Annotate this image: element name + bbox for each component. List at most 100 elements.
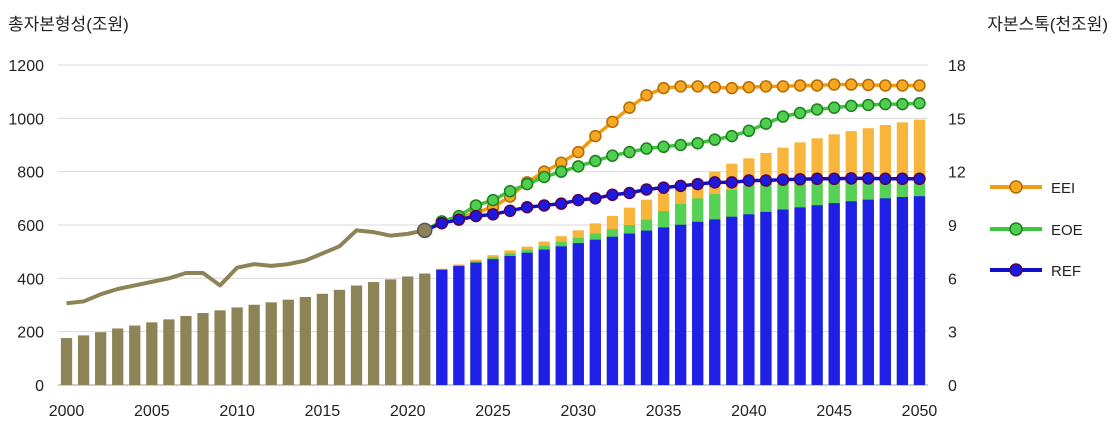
ref-stock-point — [589, 192, 602, 205]
eei-stock-point — [742, 80, 756, 94]
ref-bar — [811, 205, 823, 385]
ref-stock-point — [879, 172, 892, 186]
right-tick-label: 18 — [948, 58, 966, 75]
ref-bar — [453, 266, 465, 385]
eei-stock-point — [725, 81, 739, 95]
history-bar — [180, 315, 192, 385]
eoe-stock-point — [913, 96, 926, 110]
ref-stock-point — [725, 176, 739, 189]
ref-stock-point — [606, 188, 619, 202]
history-bar — [350, 285, 363, 385]
ref-stock-point — [742, 174, 756, 187]
history-bar — [95, 332, 107, 385]
lines-layer — [66, 78, 926, 306]
ref-bar — [913, 196, 926, 385]
eoe-stock-point — [810, 103, 824, 116]
left-tick-label: 400 — [17, 271, 44, 288]
ref-stock-point — [503, 204, 517, 218]
eoe-stock-point — [708, 133, 722, 146]
history-bar — [112, 328, 124, 385]
eoe-stock-point — [862, 98, 875, 112]
ref-stock-point — [708, 176, 722, 189]
ref-stock-point — [452, 213, 466, 226]
eei-stock-point — [657, 81, 670, 95]
eoe-stock-point — [623, 145, 636, 159]
ref-bar — [436, 269, 448, 385]
ref-bar — [606, 236, 619, 385]
ref-legend-label: REF — [1051, 263, 1081, 280]
history-bar — [248, 304, 260, 385]
right-axis-title: 자본스톡(천조원) — [987, 15, 1108, 34]
ref-stock-point — [691, 177, 704, 191]
left-tick-label: 1000 — [8, 111, 44, 128]
eei-stock-point — [623, 101, 636, 114]
eoe-stock-point — [879, 97, 892, 111]
history-bar — [231, 307, 243, 385]
ref-stock-point — [537, 199, 551, 212]
history-bar — [402, 276, 414, 385]
ref-bar — [726, 216, 738, 385]
eoe-stock-point — [691, 136, 704, 150]
history-capital-stock-line — [66, 228, 426, 306]
ref-bar — [555, 246, 567, 385]
eoe-stock-point — [520, 177, 534, 191]
eei-stock-point — [810, 79, 824, 92]
eoe-legend-marker — [1009, 222, 1023, 236]
ref-stock-point — [810, 172, 824, 186]
ref-stock-point — [640, 183, 653, 196]
ref-stock-point — [572, 193, 585, 207]
ref-bar — [896, 197, 909, 385]
history-bar — [265, 302, 277, 385]
eoe-stock-point — [674, 138, 687, 152]
ref-bar — [862, 199, 874, 385]
ref-bar — [470, 262, 482, 385]
ref-bar — [760, 211, 772, 385]
eoe-stock-line — [423, 101, 920, 232]
ref-stock-point — [623, 186, 636, 200]
eoe-stock-point — [827, 101, 841, 114]
eoe-stock-point — [896, 97, 909, 111]
eoe-legend-label: EOE — [1051, 222, 1083, 239]
history-bar — [367, 282, 380, 385]
history-bar — [282, 299, 294, 385]
history-bar — [163, 319, 175, 385]
eoe-stock-point — [537, 170, 551, 184]
history-bar — [316, 293, 329, 385]
ref-stock-point — [469, 209, 483, 223]
ref-bar — [743, 214, 755, 385]
axes-layer: 0 200 400 600 800 1000 1200 0 3 6 9 12 15 18 2000 2005 2… — [8, 58, 965, 420]
ref-bar — [538, 249, 550, 385]
ref-stock-point — [674, 179, 687, 193]
left-tick-label: 0 — [35, 378, 44, 395]
left-axis-title: 총자본형성(조원) — [8, 15, 129, 34]
history-bar — [299, 297, 311, 385]
eoe-stock-point — [759, 117, 773, 130]
eoe-stock-point — [844, 99, 858, 113]
eoe-stock-point — [486, 193, 500, 207]
x-tick-label: 2010 — [219, 403, 255, 420]
right-tick-label: 15 — [948, 111, 966, 128]
eei-stock-point — [759, 80, 773, 93]
eei-stock-point — [896, 79, 909, 92]
ref-bar — [879, 198, 891, 385]
ref-bar — [504, 255, 516, 385]
right-tick-label: 3 — [948, 325, 957, 342]
eoe-stock-point — [725, 129, 739, 143]
eei-stock-point — [674, 80, 687, 93]
eei-stock-point — [844, 78, 858, 91]
eoe-stock-point — [503, 184, 517, 198]
x-tick-label: 2005 — [134, 403, 170, 420]
x-tick-label: 2000 — [49, 403, 85, 420]
ref-legend-marker — [1009, 263, 1023, 277]
x-tick-label: 2050 — [902, 403, 938, 420]
x-tick-label: 2030 — [560, 403, 596, 420]
ref-bar — [521, 252, 533, 385]
ref-bar — [623, 233, 636, 385]
ref-stock-point — [862, 172, 875, 185]
eoe-stock-point — [657, 140, 670, 154]
history-bar — [385, 279, 397, 385]
eoe-stock-point — [793, 106, 807, 120]
eei-stock-point — [793, 79, 807, 92]
ref-stock-point — [776, 173, 790, 186]
right-tick-label: 0 — [948, 378, 957, 395]
